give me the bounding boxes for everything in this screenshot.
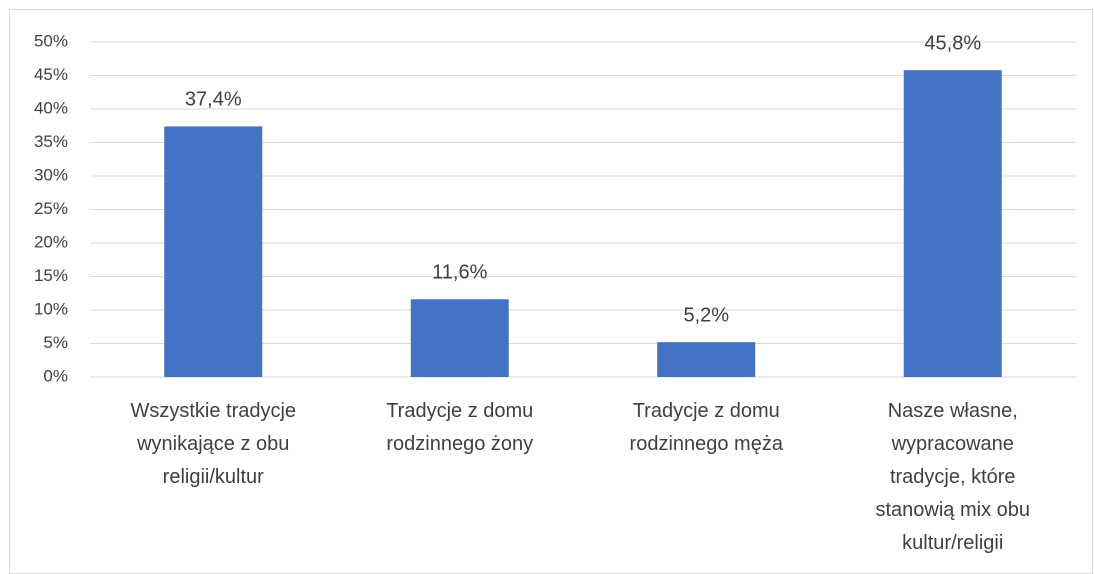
bar <box>903 70 1002 377</box>
y-tick-label: 0% <box>43 366 68 385</box>
data-label: 11,6% <box>432 262 487 284</box>
y-tick-label: 30% <box>34 165 68 184</box>
y-tick-label: 25% <box>34 199 68 218</box>
data-label: 37,4% <box>185 89 242 111</box>
y-tick-label: 40% <box>34 98 68 117</box>
bar <box>410 299 509 377</box>
y-tick-label: 10% <box>34 299 68 318</box>
y-tick-label: 35% <box>34 132 68 151</box>
bar <box>164 126 263 377</box>
y-tick-label: 5% <box>43 333 68 352</box>
x-tick-label: Tradycje z domu rodzinnego żony <box>386 400 533 455</box>
y-tick-label: 50% <box>34 31 68 50</box>
x-tick-label: Wszystkie tradycje wynikające z obu religi… <box>130 400 296 488</box>
data-label: 45,8% <box>924 32 981 54</box>
y-tick-label: 15% <box>34 266 68 285</box>
x-tick-label: Nasze własne, wypracowane tradycje, które s… <box>875 400 1030 554</box>
x-tick-label: Tradycje z domu rodzinnego męża <box>630 400 784 455</box>
data-label: 5,2% <box>683 304 729 326</box>
bar <box>657 342 756 377</box>
y-tick-label: 45% <box>34 65 68 84</box>
y-tick-label: 20% <box>34 232 68 251</box>
